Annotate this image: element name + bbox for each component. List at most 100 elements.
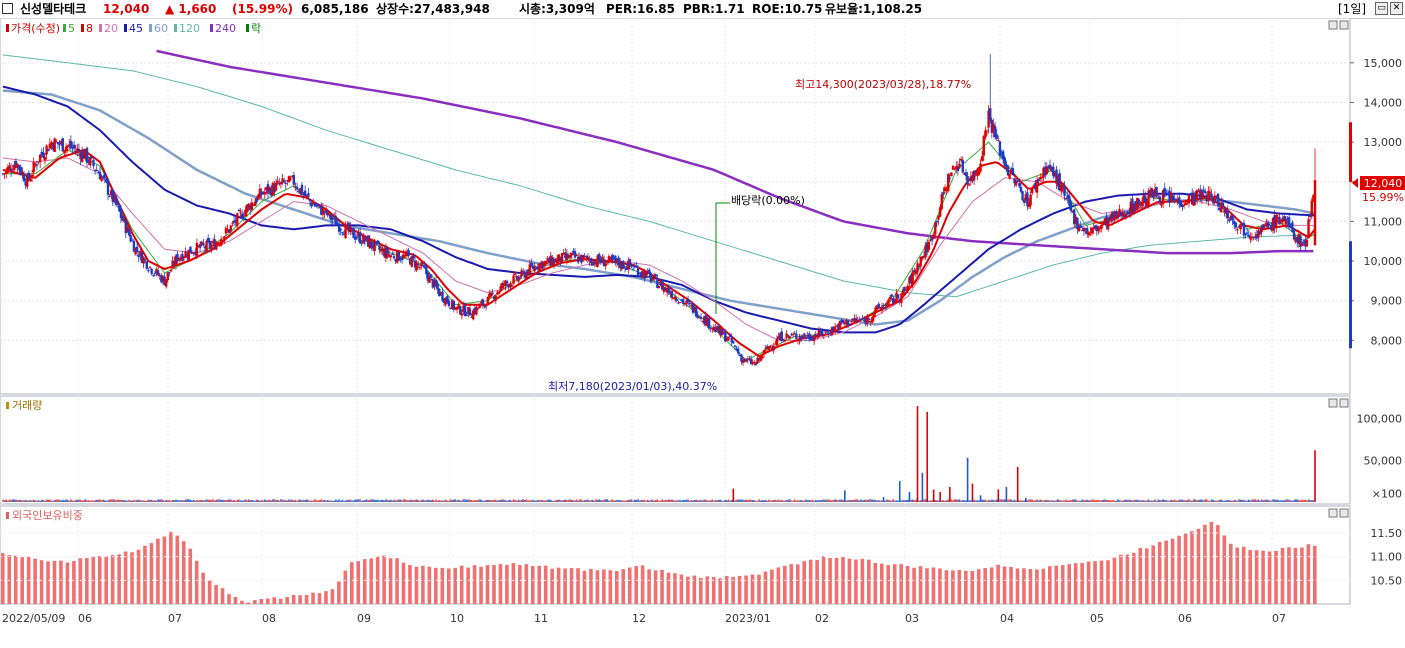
candle-body bbox=[189, 246, 192, 254]
volume-bar bbox=[651, 499, 654, 502]
candle-body bbox=[649, 273, 653, 282]
legend-item-label: 120 bbox=[179, 22, 200, 35]
candle-body bbox=[77, 148, 81, 152]
volume-minimize-icon[interactable] bbox=[1328, 398, 1338, 408]
candle-body bbox=[1089, 231, 1092, 233]
foreign-bar bbox=[673, 573, 677, 604]
volume-bar bbox=[150, 499, 153, 502]
volume-bar bbox=[186, 499, 188, 502]
volume-bar bbox=[1039, 499, 1042, 502]
volume-bar bbox=[1159, 500, 1161, 502]
candle-body bbox=[1205, 195, 1208, 202]
candle-body bbox=[562, 252, 565, 254]
candle-body bbox=[990, 120, 994, 133]
volume-bar bbox=[428, 500, 431, 502]
volume-bar bbox=[1141, 500, 1143, 502]
volume-bar bbox=[507, 500, 510, 502]
foreign-bar bbox=[841, 557, 845, 604]
volume-bar bbox=[1251, 499, 1253, 502]
volume-bar bbox=[385, 499, 387, 502]
volume-bar bbox=[275, 499, 277, 502]
foreign-bar bbox=[278, 598, 283, 604]
price-minimize-icon[interactable] bbox=[1328, 20, 1338, 30]
candle-body bbox=[1068, 196, 1071, 206]
candle-body bbox=[1236, 229, 1239, 231]
candle-body bbox=[554, 259, 557, 263]
candle-body bbox=[593, 260, 596, 265]
period-selector[interactable]: [1일] bbox=[1338, 2, 1367, 16]
close-icon[interactable]: ✕ bbox=[1390, 2, 1403, 15]
candle-body bbox=[274, 182, 278, 191]
volume-bar bbox=[1212, 499, 1215, 502]
candle-body bbox=[1258, 230, 1262, 235]
candle-body bbox=[1273, 215, 1276, 229]
candle-body bbox=[762, 350, 766, 355]
volume-bar bbox=[561, 500, 563, 502]
volume-bar bbox=[254, 500, 256, 502]
candle-body bbox=[239, 211, 242, 213]
volume-bar bbox=[291, 499, 294, 502]
candle-body bbox=[1105, 216, 1108, 227]
candle-body bbox=[185, 254, 189, 257]
candle-body bbox=[261, 191, 265, 194]
candle-body bbox=[829, 333, 832, 335]
candle-body bbox=[258, 188, 262, 198]
candle-body bbox=[352, 228, 355, 239]
volume-bar bbox=[160, 499, 163, 502]
volume-bar bbox=[606, 499, 609, 502]
restore-icon[interactable]: ▭ bbox=[1375, 2, 1388, 15]
foreign-bar bbox=[640, 565, 645, 604]
volume-bar bbox=[997, 489, 1000, 502]
volume-bar bbox=[427, 499, 429, 502]
volume-bar bbox=[579, 499, 581, 502]
volume-bar bbox=[1087, 500, 1090, 502]
foreign-minimize-icon[interactable] bbox=[1328, 508, 1338, 518]
volume-maximize-icon[interactable] bbox=[1339, 398, 1349, 408]
volume-bar bbox=[149, 499, 151, 502]
volume-bar bbox=[768, 499, 770, 502]
candle-body bbox=[961, 160, 964, 173]
candle-body bbox=[455, 306, 459, 310]
foreign-maximize-icon[interactable] bbox=[1339, 508, 1349, 518]
volume-bar bbox=[595, 499, 597, 502]
foreign-bar bbox=[524, 564, 529, 604]
volume-bar bbox=[236, 499, 239, 502]
volume-bar bbox=[1301, 499, 1303, 502]
volume-bar bbox=[687, 499, 689, 502]
candle-body bbox=[955, 166, 958, 170]
candle-body bbox=[1262, 224, 1265, 229]
legend-swatch bbox=[149, 24, 152, 32]
foreign-bar bbox=[104, 556, 109, 604]
volume-bar bbox=[81, 500, 83, 502]
select-checkbox[interactable] bbox=[2, 3, 13, 14]
candle-body bbox=[152, 274, 155, 276]
candle-body bbox=[408, 258, 412, 265]
foreign-bar bbox=[388, 558, 393, 604]
candle-body bbox=[1174, 198, 1178, 201]
volume-bar bbox=[398, 499, 400, 502]
price-maximize-icon[interactable] bbox=[1339, 20, 1349, 30]
candle-body bbox=[126, 226, 129, 233]
volume-bar bbox=[199, 499, 201, 502]
candle-body bbox=[247, 204, 250, 209]
candle-body bbox=[447, 300, 451, 306]
volume-bar bbox=[299, 499, 302, 502]
candle-body bbox=[980, 156, 984, 161]
volume-bar bbox=[937, 500, 940, 502]
foreign-bar bbox=[395, 558, 399, 604]
panel-buttons[interactable] bbox=[1328, 20, 1349, 518]
candle-body bbox=[216, 242, 220, 244]
candle-body bbox=[237, 209, 241, 212]
foreign-bar bbox=[731, 576, 735, 604]
volume-bar bbox=[29, 500, 32, 502]
foreign-bar bbox=[1235, 547, 1240, 604]
candle-body bbox=[1011, 167, 1015, 176]
volume-bar bbox=[693, 499, 696, 502]
volume-bar bbox=[220, 500, 222, 502]
candle-body bbox=[969, 176, 973, 182]
volume-bar bbox=[1165, 500, 1168, 502]
candle-body bbox=[635, 265, 638, 268]
volume-bar bbox=[212, 499, 214, 502]
candle-body bbox=[45, 145, 48, 155]
candle-body bbox=[919, 256, 922, 267]
